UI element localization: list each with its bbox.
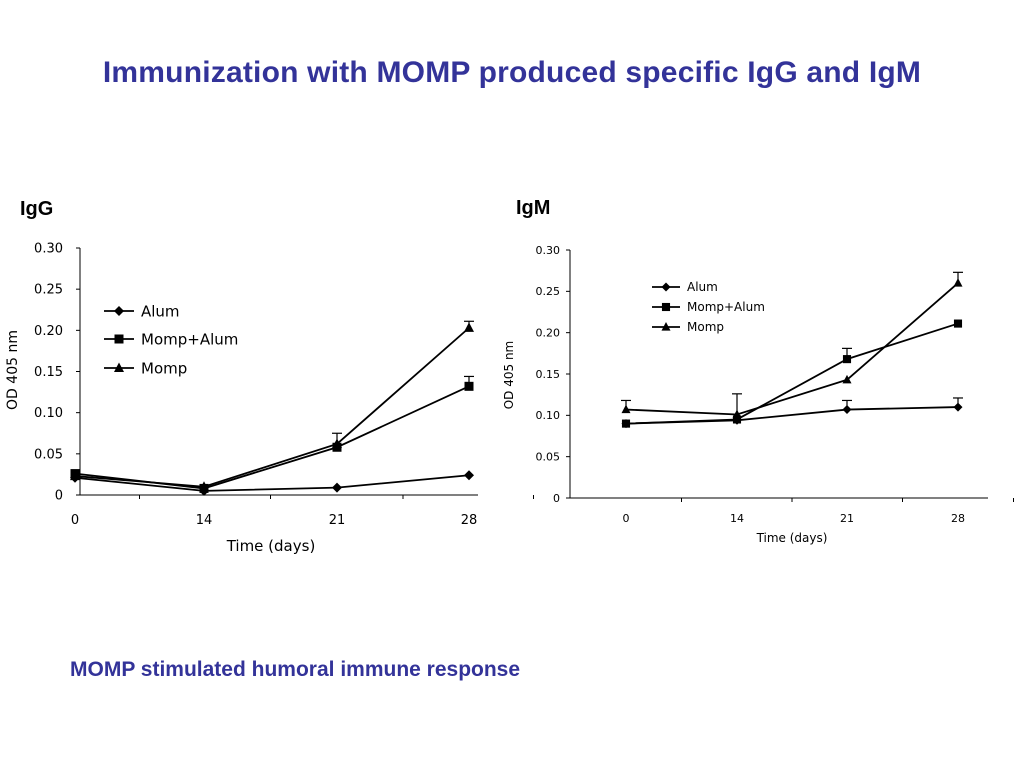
igg-series-momp-point [70,470,80,481]
igm-y-tick-label: 0.10 [536,409,561,422]
igg-x-tick-label: 0 [71,513,79,528]
igm-legend-momp-alum-marker [661,302,671,312]
igg-x-axis-title: Time (days) [226,537,316,555]
igm-series-momp-alum-point [953,319,963,328]
igm-series-momp-line [625,282,959,416]
igg-series-momp-line [74,327,470,488]
igg-legend-alum-label: Alum [141,302,180,320]
igm-legend-momp-label: Momp [687,320,724,334]
igg-series-momp-point [199,481,209,491]
igg-series-alum-line [74,474,470,492]
igm-series-alum-point [842,405,852,415]
igm-y-tick-label: 0.05 [536,451,561,464]
igg-legend-momp-alum-label: Momp+Alum [141,330,238,348]
igm-y-tick-label: 0.25 [536,285,561,298]
igm-series-momp-alum-point [621,419,631,428]
igm-legend-alum-marker [661,282,671,292]
igg-series-alum-point [464,470,474,481]
igg-y-tick-label: 0.20 [34,324,63,339]
igm-x-tick-label: 21 [840,512,854,525]
slide-title: Immunization with MOMP produced specific… [102,56,922,89]
igm-series-alum-point [953,402,963,412]
igg-series-momp-point [464,322,474,332]
igg-y-tick-label: 0.10 [34,406,63,421]
igm-x-tick-label: 14 [730,512,744,525]
igm-y-tick-label: 0.30 [536,244,561,257]
igm-y-tick-label: 0.15 [536,368,561,381]
igm-series-momp-point [953,278,963,287]
igg-legend-momp-marker [114,362,124,372]
igm-series-momp-point [621,404,631,414]
igg-y-tick-label: 0.05 [34,447,63,462]
igm-series-momp-alum-line [625,322,959,425]
caption: MOMP stimulated humoral immune response [70,658,521,681]
igm-x-axis-title: Time (days) [756,531,828,545]
igm-series-momp-alum-point [842,355,852,364]
igg-legend-momp-label: Momp [141,359,187,377]
igm-panel-label: IgM [516,197,551,219]
igm-y-tick-label: 0.20 [536,327,561,340]
igm-legend-momp-alum-label: Momp+Alum [687,300,765,314]
igg-legend-alum-marker [114,306,124,316]
igg-y-tick-label: 0.25 [34,283,63,298]
igm-y-tick-label: 0 [553,492,560,505]
igg-series-alum-point [332,482,342,493]
igm-legend-alum-label: Alum [687,280,718,294]
igg-series-momp-point [332,438,342,448]
igm-legend-momp-marker [661,322,671,331]
igm-x-tick-label: 28 [951,512,965,525]
igg-x-tick-label: 28 [461,513,478,528]
igg-y-tick-label: 0.15 [34,365,63,380]
igm-series-momp-alum-point [732,415,742,424]
igm-y-axis-title: OD 405 nm [502,341,516,410]
igg-y-axis-title: OD 405 nm [5,330,21,410]
igg-series-momp-alum-point [464,381,474,391]
igm-series-momp-point [842,374,852,384]
igg-panel-label: IgG [20,198,54,220]
igg-y-tick-label: 0 [55,489,63,504]
igg-x-tick-label: 14 [196,513,213,528]
igg-x-tick-label: 21 [329,513,346,528]
igm-x-tick-label: 0 [623,512,630,525]
igm-series-momp-point [732,409,742,419]
igg-y-tick-label: 0.30 [34,242,63,257]
igg-legend-momp-alum-marker [114,334,124,344]
